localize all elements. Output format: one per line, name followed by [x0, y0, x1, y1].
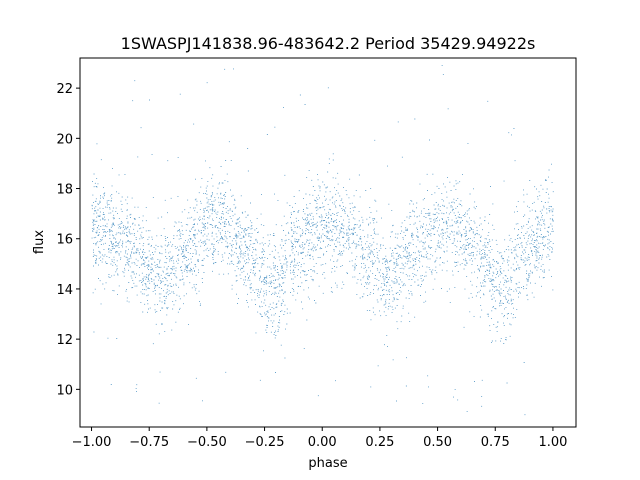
y-tick-label: 14 [56, 283, 73, 298]
x-tick-label: 0.00 [308, 435, 337, 450]
chart-title: 1SWASPJ141838.96-483642.2 Period 35429.9… [121, 34, 536, 53]
y-axis-label: flux [32, 230, 47, 254]
flux-data-points [91, 65, 554, 416]
x-tick-label: −1.00 [72, 435, 112, 450]
x-axis-label: phase [308, 456, 347, 471]
x-axis-ticks: −1.00 −0.75 −0.50 −0.25 0.00 0.25 0.50 0.75 1.00 [72, 427, 567, 450]
y-tick-label: 10 [56, 383, 73, 398]
x-tick-label: −0.50 [187, 435, 227, 450]
y-tick-label: 16 [56, 233, 73, 248]
y-tick-label: 12 [56, 333, 73, 348]
x-tick-label: 0.25 [365, 435, 394, 450]
x-tick-label: 1.00 [538, 435, 567, 450]
plot-frame [79, 57, 577, 428]
y-axis-ticks: 10 12 14 16 18 20 22 [56, 82, 80, 398]
x-tick-label: 0.75 [481, 435, 510, 450]
y-tick-label: 20 [56, 132, 73, 147]
x-tick-label: −0.75 [129, 435, 169, 450]
y-tick-label: 18 [56, 183, 73, 198]
x-tick-label: −0.25 [245, 435, 285, 450]
x-tick-label: 0.50 [423, 435, 452, 450]
scatter-points [91, 65, 554, 416]
y-tick-label: 22 [56, 82, 73, 97]
